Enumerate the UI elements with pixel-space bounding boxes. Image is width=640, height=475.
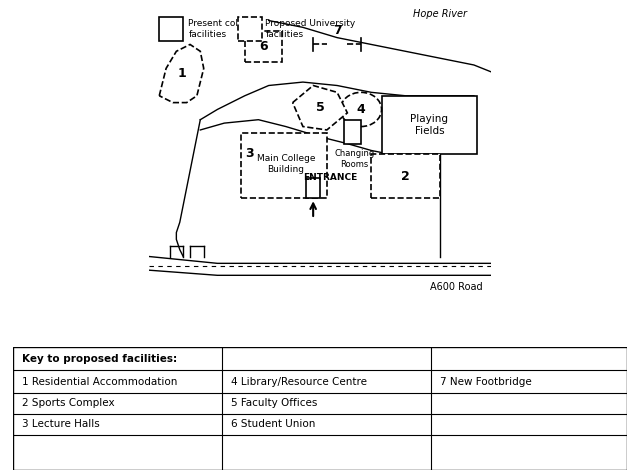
Text: 3 Lecture Halls: 3 Lecture Halls bbox=[22, 419, 100, 429]
Text: 3: 3 bbox=[246, 147, 254, 161]
Text: Playing
Fields: Playing Fields bbox=[410, 114, 449, 136]
Text: 7: 7 bbox=[333, 24, 342, 37]
Text: Main College
Building: Main College Building bbox=[257, 154, 315, 174]
Bar bbox=[371, 154, 440, 199]
Bar bbox=[241, 133, 327, 199]
Text: 5: 5 bbox=[316, 101, 324, 114]
Ellipse shape bbox=[340, 92, 381, 126]
Text: 1 Residential Accommodation: 1 Residential Accommodation bbox=[22, 377, 177, 387]
Text: Hope River: Hope River bbox=[413, 9, 467, 19]
Text: 6: 6 bbox=[259, 40, 268, 53]
Text: Proposed University
facilities: Proposed University facilities bbox=[265, 19, 356, 39]
Bar bbox=[381, 96, 477, 154]
Bar bbox=[259, 140, 313, 188]
Bar bbox=[344, 120, 361, 143]
Text: 4: 4 bbox=[356, 103, 365, 116]
Polygon shape bbox=[159, 45, 204, 103]
Text: Key to proposed facilities:: Key to proposed facilities: bbox=[22, 354, 177, 364]
Bar bbox=[244, 31, 282, 62]
Polygon shape bbox=[292, 86, 348, 130]
Bar bbox=[159, 17, 183, 41]
Text: 7 New Footbridge: 7 New Footbridge bbox=[440, 377, 532, 387]
Text: 2 Sports Complex: 2 Sports Complex bbox=[22, 398, 115, 408]
Bar bbox=[307, 178, 320, 199]
Text: A600 Road: A600 Road bbox=[431, 282, 483, 292]
Text: 2: 2 bbox=[401, 170, 410, 182]
Text: 6 Student Union: 6 Student Union bbox=[231, 419, 316, 429]
Text: 1: 1 bbox=[177, 67, 186, 80]
Text: Changing
Rooms: Changing Rooms bbox=[334, 149, 374, 169]
Text: 4 Library/Resource Centre: 4 Library/Resource Centre bbox=[231, 377, 367, 387]
Bar bbox=[238, 17, 262, 41]
Text: ENTRANCE: ENTRANCE bbox=[303, 173, 357, 182]
Text: Present college
facilities: Present college facilities bbox=[188, 19, 258, 39]
Text: 5 Faculty Offices: 5 Faculty Offices bbox=[231, 398, 317, 408]
